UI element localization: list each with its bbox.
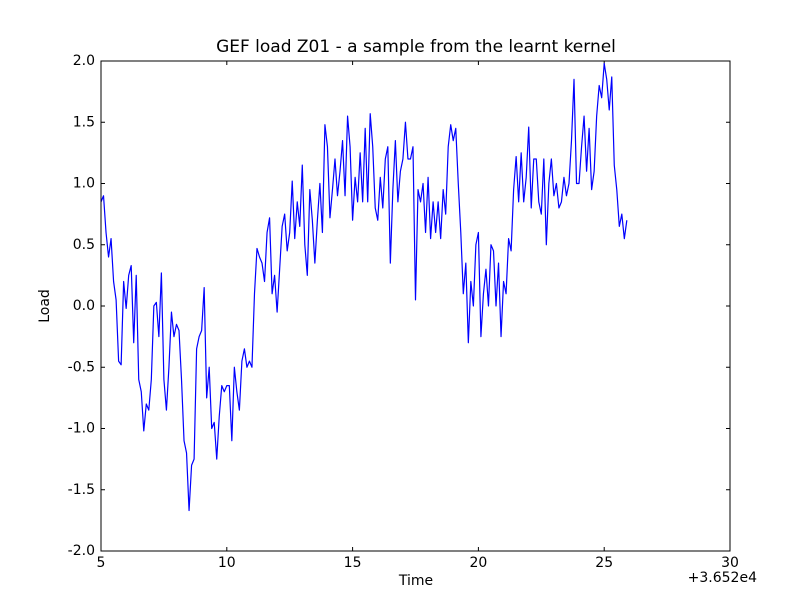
x-tick-label: 10	[218, 555, 236, 571]
y-tick-label: 1.5	[73, 114, 95, 130]
y-tick-label: 0.0	[73, 298, 95, 314]
y-axis-label: Load	[37, 289, 53, 323]
chart-title: GEF load Z01 - a sample from the learnt …	[216, 37, 616, 57]
x-offset-label: +3.652e4	[688, 570, 757, 586]
y-tick-label: 1.0	[73, 176, 95, 192]
plot-frame	[100, 60, 731, 552]
data-line	[100, 62, 628, 512]
x-axis-label: Time	[398, 573, 433, 589]
y-tick-label: -0.5	[68, 359, 95, 375]
x-tick-label: 5	[97, 555, 106, 571]
x-tick-label: 15	[344, 555, 362, 571]
x-tick-label: 30	[721, 555, 739, 571]
y-tick-label: 2.0	[73, 53, 95, 69]
x-tick-label: 25	[595, 555, 613, 571]
y-tick-label: 0.5	[73, 237, 95, 253]
y-tick-label: -1.5	[68, 482, 95, 498]
x-tick-label: 20	[469, 555, 487, 571]
y-tick-label: -2.0	[68, 543, 95, 559]
y-tick-label: -1.0	[68, 421, 95, 437]
